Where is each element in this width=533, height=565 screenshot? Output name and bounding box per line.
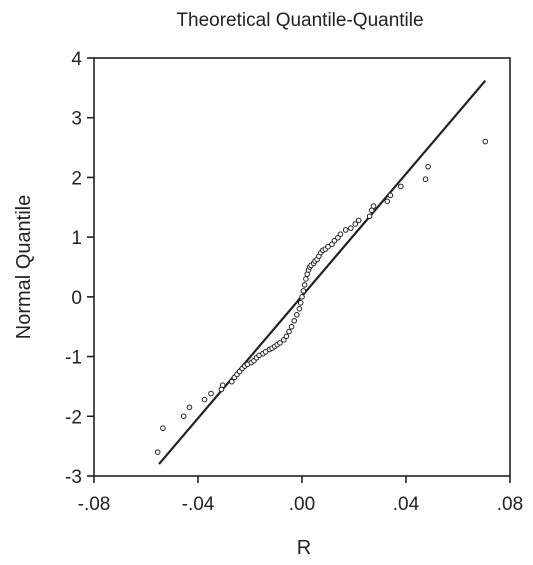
data-point	[422, 176, 429, 183]
x-tick-label: .04	[393, 494, 420, 515]
data-point	[286, 328, 292, 335]
y-axis: -3 -2 -1 0 1 2 3 4	[65, 49, 94, 488]
x-tick-label: -.04	[182, 494, 215, 515]
y-tick-label: 4	[71, 49, 82, 70]
data-point	[303, 276, 309, 282]
data-point	[294, 311, 300, 318]
data-point	[186, 404, 193, 411]
x-tick-label: -.08	[78, 494, 111, 515]
data-point	[301, 282, 308, 288]
data-point	[281, 337, 287, 343]
plot-area-frame	[93, 57, 511, 477]
y-tick-label: 3	[71, 109, 82, 130]
data-point	[291, 317, 298, 324]
x-tick-label: .08	[497, 494, 523, 515]
y-tick-label: -2	[65, 407, 82, 428]
data-point	[299, 294, 305, 300]
data-point	[154, 449, 161, 455]
data-point	[352, 221, 359, 227]
y-axis-label: Normal Quantile	[13, 195, 35, 340]
y-tick-label: 0	[71, 288, 82, 309]
data-point	[160, 425, 166, 432]
data-points	[154, 138, 489, 455]
data-point	[283, 333, 290, 340]
y-tick-label: -1	[65, 348, 82, 369]
data-point	[482, 138, 489, 145]
data-point	[370, 203, 377, 209]
data-point	[355, 217, 362, 224]
data-point	[425, 163, 431, 170]
data-point	[300, 288, 307, 294]
x-tick-label: .00	[289, 494, 315, 515]
data-point	[208, 390, 214, 397]
data-point	[387, 192, 394, 199]
data-point	[384, 198, 391, 205]
y-tick-label: 2	[71, 168, 82, 189]
data-point	[262, 348, 269, 355]
data-point	[297, 300, 304, 306]
data-point	[398, 183, 404, 190]
data-point	[229, 378, 235, 385]
y-tick-label: 1	[71, 228, 82, 249]
reference-line-group	[158, 79, 487, 465]
data-point	[342, 227, 349, 233]
data-point	[335, 234, 341, 241]
data-point	[219, 382, 226, 389]
data-point	[325, 243, 331, 250]
x-axis: -.08 -.04 .00 .04 .08	[78, 476, 523, 515]
data-point	[277, 340, 283, 346]
data-point	[366, 213, 373, 220]
y-tick-label: -3	[65, 467, 82, 488]
data-point	[329, 241, 335, 248]
chart-title: Theoretical Quantile-Quantile	[176, 10, 423, 31]
data-point	[201, 396, 208, 403]
data-point	[337, 231, 344, 237]
data-point	[348, 225, 354, 231]
data-point	[296, 306, 303, 312]
data-point	[331, 237, 338, 244]
data-point	[180, 413, 187, 420]
reference-line	[158, 79, 487, 465]
x-axis-label: R	[297, 537, 311, 559]
data-point	[288, 323, 295, 330]
